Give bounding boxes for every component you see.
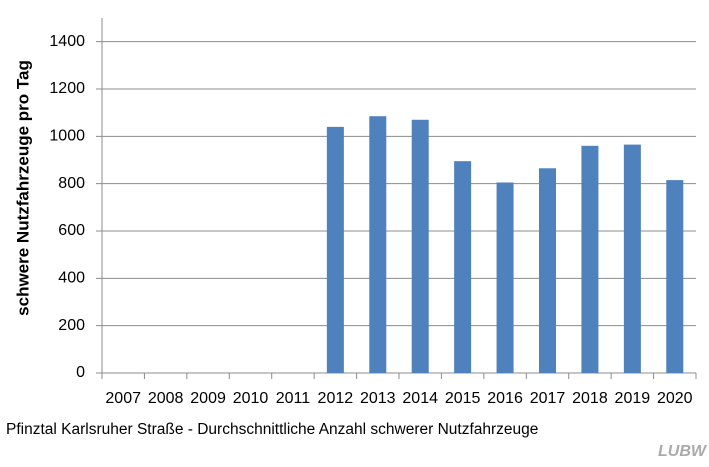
bar [581, 145, 599, 373]
x-tick-label: 2015 [445, 390, 481, 407]
x-tick-label: 2016 [487, 390, 523, 407]
y-tick-label: 400 [58, 270, 85, 287]
x-tick-label: 2012 [318, 390, 354, 407]
bar [369, 116, 387, 373]
bar [539, 168, 556, 373]
x-tick-label: 2020 [657, 390, 693, 407]
y-tick-label: 1000 [49, 128, 85, 145]
x-tick-label: 2011 [276, 390, 311, 407]
bar [496, 182, 514, 373]
x-tick-label: 2018 [572, 390, 608, 407]
y-axis-label: schwere Nutzfahrzeuge pro Tag [13, 60, 32, 316]
x-tick-label: 2009 [190, 390, 226, 407]
x-tick-label: 2014 [402, 390, 438, 407]
bar [623, 144, 641, 373]
bar [454, 161, 472, 373]
x-tick-label: 2017 [530, 390, 566, 407]
x-tick-label: 2007 [105, 390, 141, 407]
y-tick-label: 1400 [49, 33, 85, 50]
x-tick-label: 2019 [615, 390, 651, 407]
x-tick-label: 2008 [148, 390, 184, 407]
bar [666, 180, 684, 373]
logo: LUBW [658, 443, 708, 460]
y-tick-label: 0 [76, 364, 85, 381]
bar [326, 126, 344, 373]
y-tick-label: 800 [58, 175, 85, 192]
y-tick-label: 200 [58, 317, 85, 334]
x-tick-label: 2013 [360, 390, 396, 407]
y-tick-label: 1200 [49, 80, 85, 97]
y-tick-label: 600 [58, 222, 85, 239]
bar [411, 119, 429, 374]
caption: Pfinztal Karlsruher Straße - Durchschnit… [6, 421, 538, 438]
x-tick-label: 2010 [233, 390, 269, 407]
